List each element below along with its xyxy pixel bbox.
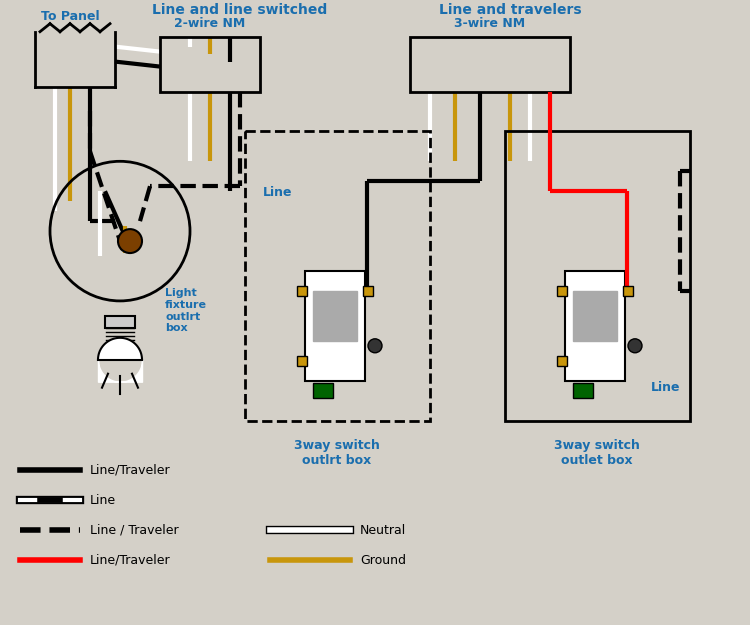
FancyBboxPatch shape [105,316,135,328]
Text: Line / Traveler: Line / Traveler [90,524,178,537]
FancyBboxPatch shape [573,291,617,341]
FancyBboxPatch shape [305,271,365,381]
FancyBboxPatch shape [297,286,307,296]
Text: Line and line switched: Line and line switched [152,2,328,17]
Text: Line and travelers: Line and travelers [439,2,581,17]
FancyBboxPatch shape [313,382,333,398]
Text: To Panel: To Panel [40,10,99,22]
FancyBboxPatch shape [313,291,357,341]
Text: Line: Line [90,494,116,507]
Polygon shape [98,338,142,360]
Text: 3-wire NM: 3-wire NM [454,17,526,30]
Text: 3way switch
outlrt box: 3way switch outlrt box [294,439,380,466]
Text: Line/Traveler: Line/Traveler [90,554,170,567]
Text: Neutral: Neutral [360,524,407,537]
FancyBboxPatch shape [557,286,567,296]
FancyBboxPatch shape [557,356,567,366]
FancyBboxPatch shape [297,356,307,366]
Circle shape [118,229,142,253]
Text: Line: Line [263,186,292,199]
Text: Light
fixture
outlrt
box: Light fixture outlrt box [165,289,207,333]
FancyBboxPatch shape [623,286,633,296]
FancyBboxPatch shape [565,271,625,381]
FancyBboxPatch shape [363,286,373,296]
Text: Ground: Ground [360,554,406,567]
Text: Line: Line [650,381,680,394]
Circle shape [628,339,642,352]
Text: 2-wire NM: 2-wire NM [174,17,246,30]
FancyBboxPatch shape [573,382,593,398]
Text: Line/Traveler: Line/Traveler [90,464,170,477]
Circle shape [368,339,382,352]
Text: 3way switch
outlet box: 3way switch outlet box [554,439,640,466]
